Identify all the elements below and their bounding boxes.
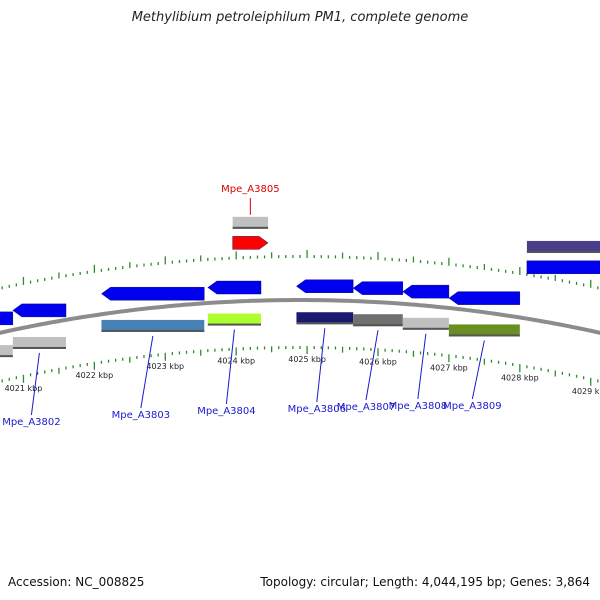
gene-arrow-Mpe_A3804 <box>207 280 262 295</box>
gene-function-shadow-Mpe_A3804 <box>207 323 261 326</box>
gene-label-Mpe_A3805: Mpe_A3805 <box>221 184 279 195</box>
gene-function-shadow-downstream-gene <box>526 250 600 253</box>
gene-arrow-Mpe_A3806 <box>296 279 354 293</box>
axis-tick-label: 4029 kbp <box>572 387 600 396</box>
gene-function-band-Mpe_A3804 <box>207 313 261 326</box>
gene-function-shadow-upstream-gene <box>0 355 13 358</box>
gene-arrow-Mpe_A3805 <box>232 236 269 250</box>
gene-function-band-Mpe_A3807 <box>353 314 403 327</box>
axis-tick-label: 4026 kbp <box>359 357 397 366</box>
leader-line-Mpe_A3806 <box>316 328 326 403</box>
genome-backbone <box>0 298 600 335</box>
axis-tick-label: 4024 kbp <box>217 357 255 366</box>
gene-function-shadow-Mpe_A3806 <box>296 322 354 325</box>
gene-function-shadow-Mpe_A3803 <box>101 329 205 332</box>
leader-line-Mpe_A3807 <box>365 330 379 401</box>
gene-label-Mpe_A3802: Mpe_A3802 <box>2 417 60 428</box>
gene-arrow-upstream-gene <box>0 311 14 326</box>
axis-tick-label: 4027 kbp <box>430 363 468 372</box>
gene-function-band-Mpe_A3805 <box>232 216 269 229</box>
accession-text: Accession: NC_008825 <box>8 575 145 589</box>
leader-line-Mpe_A3804 <box>225 329 235 405</box>
leader-line-Mpe_A3808 <box>417 333 427 400</box>
gene-function-shadow-Mpe_A3807 <box>353 324 403 327</box>
axis-tick-label: 4021 kbp <box>5 384 43 393</box>
gene-function-band-Mpe_A3808 <box>402 317 449 330</box>
leader-line-Mpe_A3803 <box>140 335 154 409</box>
gene-label-Mpe_A3806: Mpe_A3806 <box>288 404 346 415</box>
leader-line-Mpe_A3809 <box>471 340 485 400</box>
gene-function-band-Mpe_A3809 <box>448 324 520 337</box>
gene-function-band-downstream-gene <box>526 240 600 253</box>
gene-function-shadow-Mpe_A3809 <box>448 334 520 337</box>
gene-arrow-downstream-gene <box>526 260 600 274</box>
genes-layer <box>0 216 600 358</box>
leader-line-Mpe_A3802 <box>30 352 40 416</box>
gene-arrow-Mpe_A3803 <box>101 287 205 301</box>
axis-tick-label: 4025 kbp <box>288 355 326 364</box>
gene-function-band-Mpe_A3803 <box>101 319 205 332</box>
genome-info-text: Topology: circular; Length: 4,044,195 bp… <box>260 575 590 589</box>
labels-layer: Mpe_A3802 Mpe_A3803 Mpe_A3804 Mpe_A3805 Mpe_… <box>2 184 501 428</box>
gene-arrow-Mpe_A3807 <box>352 281 404 295</box>
gene-label-Mpe_A3803: Mpe_A3803 <box>112 410 170 421</box>
gene-function-shadow-Mpe_A3802 <box>12 346 66 349</box>
map-title: Methylibium petroleiphilum PM1, complete… <box>131 10 469 25</box>
gene-function-band-Mpe_A3806 <box>296 312 354 325</box>
gene-label-Mpe_A3808: Mpe_A3808 <box>389 401 447 412</box>
gene-label-Mpe_A3804: Mpe_A3804 <box>197 406 255 417</box>
gene-arrow-Mpe_A3809 <box>448 291 521 305</box>
gene-label-Mpe_A3809: Mpe_A3809 <box>443 401 501 412</box>
gene-arrow-Mpe_A3808 <box>402 284 450 299</box>
gene-function-shadow-Mpe_A3805 <box>232 226 269 229</box>
gene-label-Mpe_A3807: Mpe_A3807 <box>337 402 395 413</box>
gene-function-band-Mpe_A3802 <box>12 336 66 349</box>
gene-function-shadow-Mpe_A3808 <box>402 327 449 330</box>
ticks-layer: 4021 kbp 4022 kbp 4023 kbp 4024 kbp 4025 kbp… <box>1 250 600 396</box>
axis-tick-label: 4023 kbp <box>146 362 184 371</box>
gene-function-band-upstream-gene <box>0 345 13 358</box>
axis-tick-label: 4028 kbp <box>501 373 539 382</box>
axis-tick-label: 4022 kbp <box>76 371 114 380</box>
gene-arrow-Mpe_A3802 <box>12 303 67 318</box>
